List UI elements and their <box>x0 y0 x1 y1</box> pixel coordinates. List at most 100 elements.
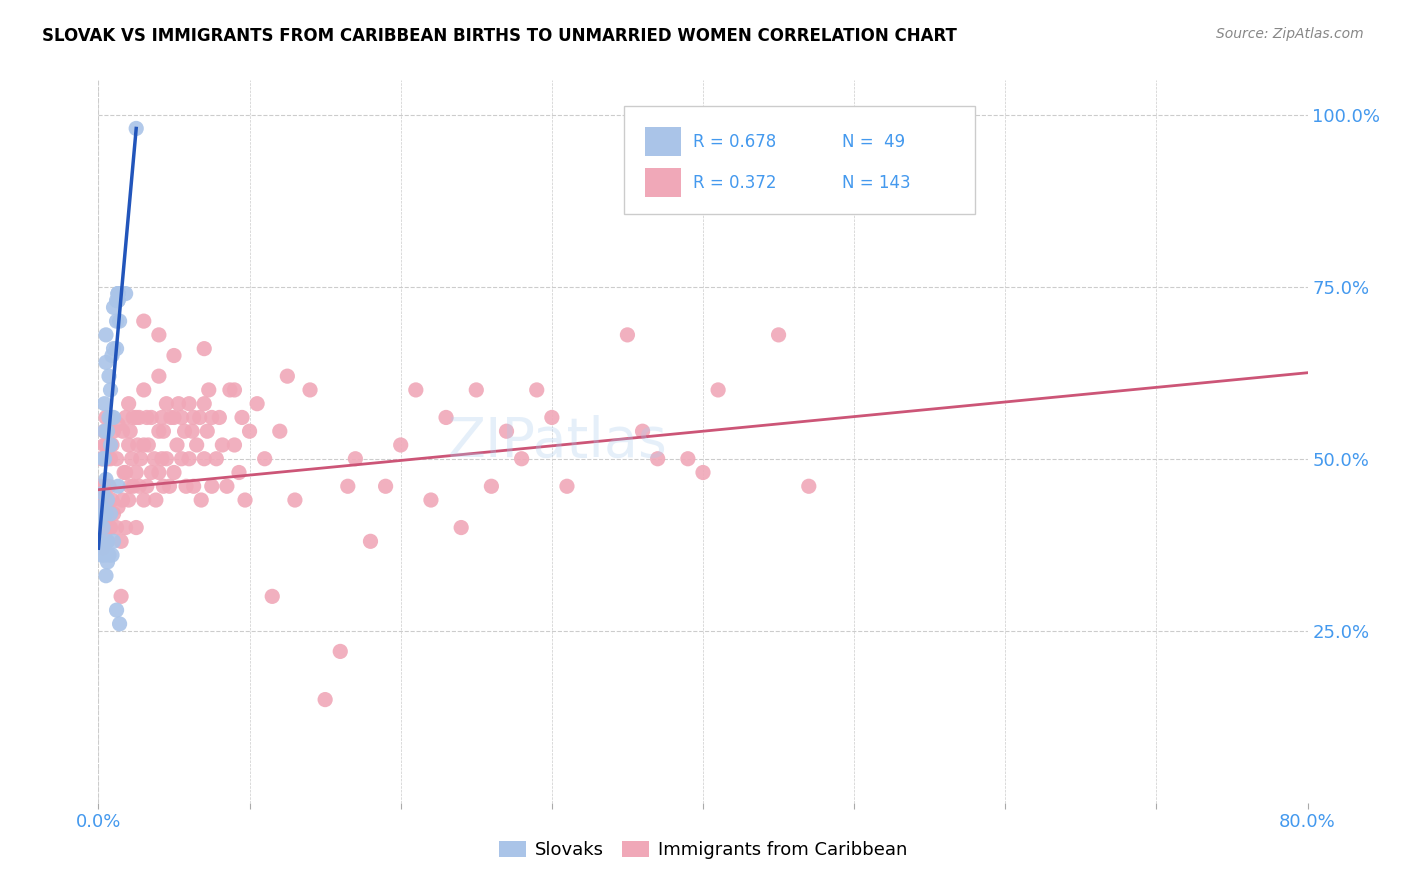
Point <box>336 479 359 493</box>
Point <box>253 451 276 466</box>
Point <box>89 514 111 528</box>
Point <box>246 397 269 411</box>
Point <box>141 466 163 480</box>
Point <box>105 293 128 308</box>
Point <box>96 534 118 549</box>
Point <box>98 479 121 493</box>
Point <box>107 286 129 301</box>
Point <box>107 293 129 308</box>
Point <box>122 410 145 425</box>
Point <box>276 369 298 384</box>
Point <box>183 410 205 425</box>
Point <box>90 451 112 466</box>
Point <box>239 424 262 438</box>
Point <box>94 520 117 534</box>
Point <box>103 534 125 549</box>
Point <box>94 479 117 493</box>
Point <box>768 327 790 342</box>
Point <box>91 451 114 466</box>
Point <box>101 493 124 508</box>
Point <box>107 286 129 301</box>
Point <box>98 520 121 534</box>
Point <box>692 466 714 480</box>
Point <box>93 507 115 521</box>
Point <box>93 479 115 493</box>
Point <box>100 438 122 452</box>
Point <box>90 500 112 514</box>
Point <box>103 424 125 438</box>
Point <box>105 451 128 466</box>
Point <box>96 493 118 508</box>
Point <box>540 410 562 425</box>
Point <box>676 451 699 466</box>
Point <box>93 548 115 562</box>
Point <box>159 479 181 493</box>
Point <box>150 410 173 425</box>
Point <box>91 541 114 556</box>
Point <box>114 466 136 480</box>
Point <box>132 314 155 328</box>
Point <box>186 438 208 452</box>
Point <box>269 424 291 438</box>
Point <box>100 410 122 425</box>
Point <box>111 493 134 508</box>
FancyBboxPatch shape <box>624 105 976 214</box>
Point <box>148 369 170 384</box>
Text: Source: ZipAtlas.com: Source: ZipAtlas.com <box>1216 27 1364 41</box>
Point <box>135 479 157 493</box>
Point <box>152 424 174 438</box>
Point <box>211 438 233 452</box>
Point <box>193 451 215 466</box>
Point <box>101 349 124 363</box>
Point <box>90 548 112 562</box>
Point <box>101 548 124 562</box>
Point <box>91 520 114 534</box>
Point <box>91 541 114 556</box>
Point <box>103 342 125 356</box>
Point <box>96 451 118 466</box>
Point <box>125 121 148 136</box>
Point <box>118 438 141 452</box>
Point <box>155 397 177 411</box>
Point <box>103 507 125 521</box>
Text: ZIPatlas: ZIPatlas <box>449 415 668 468</box>
Point <box>127 438 149 452</box>
Point <box>170 451 193 466</box>
Point <box>112 466 135 480</box>
Point <box>143 451 166 466</box>
Point <box>167 397 190 411</box>
Point <box>110 534 132 549</box>
Point <box>450 520 472 534</box>
Point <box>224 438 246 452</box>
Point <box>631 424 654 438</box>
Point <box>148 466 170 480</box>
Point <box>135 410 157 425</box>
Point <box>100 383 122 397</box>
Point <box>510 451 533 466</box>
Point <box>188 410 211 425</box>
Point <box>98 548 121 562</box>
Point <box>93 424 115 438</box>
Point <box>233 493 256 508</box>
Point <box>100 520 122 534</box>
Point <box>495 424 517 438</box>
Point <box>526 383 548 397</box>
Point <box>94 355 117 369</box>
Point <box>96 534 118 549</box>
Point <box>103 301 125 315</box>
Point <box>118 493 141 508</box>
Point <box>197 383 219 397</box>
Point <box>94 438 117 452</box>
Point <box>405 383 427 397</box>
Point <box>360 534 382 549</box>
Point <box>141 410 163 425</box>
Point <box>179 397 201 411</box>
Point <box>96 424 118 438</box>
Point <box>107 286 129 301</box>
Point <box>136 438 159 452</box>
Point <box>93 451 115 466</box>
Point <box>107 417 129 432</box>
Point <box>107 479 129 493</box>
Point <box>195 424 218 438</box>
Point <box>107 500 129 514</box>
